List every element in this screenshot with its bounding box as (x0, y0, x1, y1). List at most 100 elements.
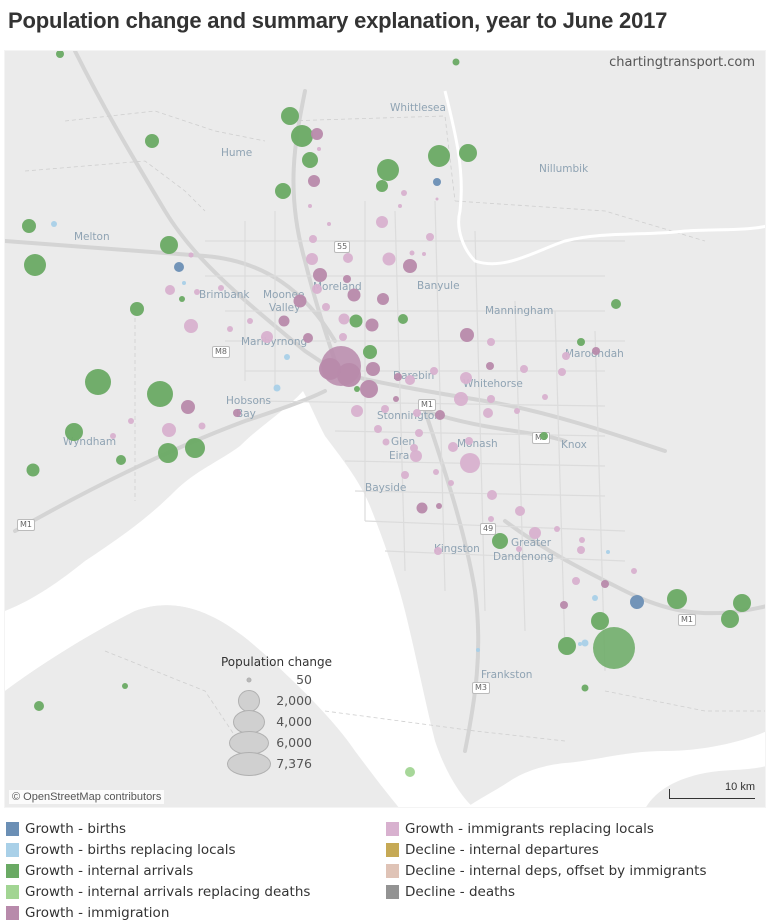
population-bubble[interactable] (110, 433, 116, 439)
population-bubble[interactable] (65, 423, 83, 441)
map-canvas[interactable]: chartingtransport.com Whittlesea Hume Nill… (4, 50, 766, 808)
population-bubble[interactable] (275, 183, 291, 199)
population-bubble[interactable] (365, 318, 379, 332)
population-bubble[interactable] (306, 253, 318, 265)
population-bubble[interactable] (667, 589, 687, 609)
population-bubble[interactable] (436, 503, 442, 509)
population-bubble[interactable] (520, 365, 528, 373)
population-bubble[interactable] (430, 367, 438, 375)
population-bubble[interactable] (581, 684, 589, 692)
population-bubble[interactable] (302, 152, 318, 168)
population-bubble[interactable] (85, 369, 111, 395)
population-bubble[interactable] (476, 648, 480, 652)
population-bubble[interactable] (322, 303, 330, 311)
population-bubble[interactable] (410, 444, 418, 452)
population-bubble[interactable] (398, 204, 402, 208)
population-bubble[interactable] (426, 233, 434, 241)
population-bubble[interactable] (409, 250, 415, 256)
population-bubble[interactable] (486, 362, 494, 370)
population-bubble[interactable] (560, 601, 568, 609)
population-bubble[interactable] (514, 408, 520, 414)
population-bubble[interactable] (422, 252, 426, 256)
population-bubble[interactable] (233, 409, 241, 417)
population-bubble[interactable] (460, 453, 480, 473)
population-bubble[interactable] (339, 333, 347, 341)
population-bubble[interactable] (435, 410, 445, 420)
population-bubble[interactable] (376, 180, 388, 192)
population-bubble[interactable] (218, 285, 224, 291)
population-bubble[interactable] (174, 262, 184, 272)
population-bubble[interactable] (579, 537, 585, 543)
legend-item[interactable]: Decline - deaths (386, 881, 707, 902)
population-bubble[interactable] (416, 502, 428, 514)
population-bubble[interactable] (382, 438, 390, 446)
population-bubble[interactable] (327, 222, 331, 226)
population-bubble[interactable] (592, 347, 600, 355)
population-bubble[interactable] (122, 683, 128, 689)
population-bubble[interactable] (26, 463, 40, 477)
population-bubble[interactable] (401, 190, 407, 196)
population-bubble[interactable] (487, 490, 497, 500)
population-bubble[interactable] (516, 546, 522, 552)
population-bubble[interactable] (483, 408, 493, 418)
population-bubble[interactable] (413, 409, 421, 417)
population-bubble[interactable] (630, 595, 644, 609)
population-bubble[interactable] (308, 204, 312, 208)
population-bubble[interactable] (354, 386, 360, 392)
population-bubble[interactable] (487, 338, 495, 346)
population-bubble[interactable] (162, 423, 176, 437)
population-bubble[interactable] (293, 294, 307, 308)
population-bubble[interactable] (184, 319, 198, 333)
legend-item[interactable]: Decline - internal departures (386, 839, 707, 860)
population-bubble[interactable] (452, 58, 460, 66)
population-bubble[interactable] (377, 159, 399, 181)
population-bubble[interactable] (460, 328, 474, 342)
population-bubble[interactable] (405, 767, 415, 777)
population-bubble[interactable] (34, 701, 44, 711)
population-bubble[interactable] (405, 375, 415, 385)
legend-item[interactable]: Growth - internal arrivals (6, 860, 310, 881)
population-bubble[interactable] (347, 288, 361, 302)
population-bubble[interactable] (593, 627, 635, 669)
population-bubble[interactable] (188, 252, 194, 258)
population-bubble[interactable] (403, 259, 417, 273)
population-bubble[interactable] (312, 284, 322, 294)
legend-item[interactable]: Growth - immigration (6, 902, 310, 923)
population-bubble[interactable] (56, 51, 64, 58)
population-bubble[interactable] (343, 275, 351, 283)
population-bubble[interactable] (227, 326, 233, 332)
population-bubble[interactable] (319, 358, 341, 380)
population-bubble[interactable] (542, 394, 548, 400)
population-bubble[interactable] (492, 533, 508, 549)
population-bubble[interactable] (398, 314, 408, 324)
population-bubble[interactable] (337, 363, 361, 387)
population-bubble[interactable] (592, 595, 598, 601)
population-bubble[interactable] (601, 580, 609, 588)
population-bubble[interactable] (158, 443, 178, 463)
population-bubble[interactable] (376, 216, 388, 228)
population-bubble[interactable] (394, 373, 402, 381)
attribution[interactable]: © OpenStreetMap contributors (9, 790, 165, 804)
population-bubble[interactable] (515, 506, 525, 516)
population-bubble[interactable] (433, 178, 441, 186)
population-bubble[interactable] (578, 642, 582, 646)
population-bubble[interactable] (721, 610, 739, 628)
population-bubble[interactable] (349, 314, 363, 328)
population-bubble[interactable] (459, 144, 477, 162)
population-bubble[interactable] (460, 372, 472, 384)
population-bubble[interactable] (554, 526, 560, 532)
population-bubble[interactable] (116, 455, 126, 465)
legend-item[interactable]: Growth - births (6, 818, 310, 839)
population-bubble[interactable] (393, 396, 399, 402)
population-bubble[interactable] (281, 107, 299, 125)
population-bubble[interactable] (454, 392, 468, 406)
population-bubble[interactable] (381, 405, 389, 413)
population-bubble[interactable] (181, 400, 195, 414)
population-bubble[interactable] (160, 236, 178, 254)
population-bubble[interactable] (374, 425, 382, 433)
population-bubble[interactable] (562, 352, 570, 360)
population-bubble[interactable] (465, 437, 473, 445)
population-bubble[interactable] (284, 354, 290, 360)
population-bubble[interactable] (529, 527, 541, 539)
population-bubble[interactable] (558, 637, 576, 655)
